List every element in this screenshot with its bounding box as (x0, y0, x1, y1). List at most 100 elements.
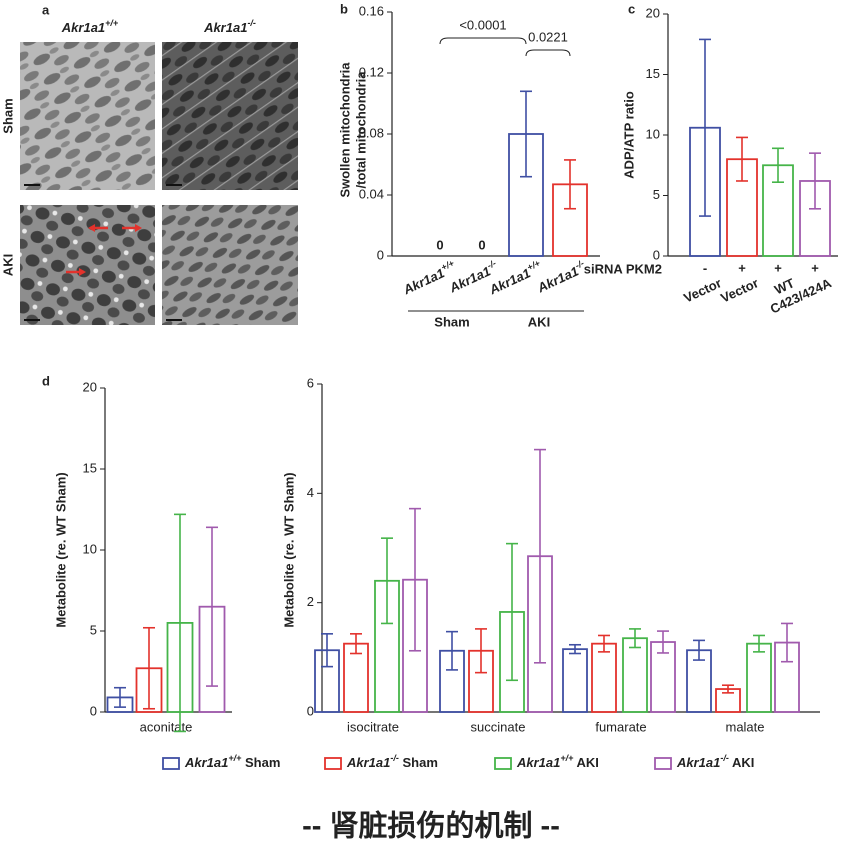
x-tick-label: malate (725, 719, 764, 734)
significance-label: 0.0221 (528, 29, 568, 44)
x-tick-label: Akr1a1+/+ (399, 258, 459, 298)
error-bar (722, 684, 734, 694)
y-axis-label: Metabolite (re. WT Sham) (281, 472, 296, 627)
bar (622, 637, 648, 713)
error-bar (206, 526, 218, 687)
bar (591, 642, 617, 713)
error-bar (174, 513, 186, 733)
panel-label: c (628, 1, 635, 16)
error-bar (506, 542, 518, 682)
panel-label: d (42, 373, 50, 388)
y-axis-label: /total mitochondria (353, 71, 368, 189)
footer: -- 肾脏损伤的机制 -- (302, 809, 560, 843)
x-tick-label: isocitrate (347, 719, 399, 734)
error-bar (569, 643, 581, 655)
panel-label: b (340, 1, 348, 16)
group-label: Sham (434, 314, 469, 329)
em-image (162, 205, 298, 325)
significance-bracket (439, 37, 527, 45)
y-tick-label: 0.16 (359, 3, 384, 18)
legend-swatch (654, 757, 672, 770)
row-label: siRNA PKM2 (584, 261, 662, 276)
legend-swatch (324, 757, 342, 770)
row-value: + (738, 260, 746, 275)
group-label: AKI (528, 314, 550, 329)
legend-swatch (494, 757, 512, 770)
y-tick-label: 0.08 (359, 125, 384, 140)
y-tick-label: 2 (307, 594, 314, 609)
y-tick-label: 20 (83, 379, 97, 394)
em-image (162, 42, 298, 190)
error-bar (736, 136, 748, 182)
error-bar (657, 630, 669, 654)
y-tick-label: 20 (646, 5, 660, 20)
error-bar (534, 448, 546, 664)
data-label: 0 (436, 237, 443, 252)
x-tick-label: succinate (471, 719, 526, 734)
panel-label: a (42, 2, 50, 17)
y-tick-label: 4 (307, 485, 314, 500)
column-label: Akr1a1+/+ (61, 18, 119, 35)
scale-bars (24, 184, 182, 321)
error-bar (381, 537, 393, 625)
y-tick-label: 10 (83, 541, 97, 556)
row-label: AKI (0, 254, 15, 276)
em-image (20, 42, 155, 190)
y-tick-label: 5 (653, 187, 660, 202)
error-bar (143, 626, 155, 710)
column-label: Akr1a1-/- (203, 18, 256, 35)
bar (562, 648, 588, 713)
y-tick-label: 10 (646, 126, 660, 141)
y-tick-label: 6 (307, 375, 314, 390)
x-tick-label: Vector (718, 275, 760, 305)
error-bar (321, 633, 333, 668)
significance-label: <0.0001 (459, 17, 506, 32)
y-tick-label: 0 (377, 247, 384, 262)
x-tick-label: Vector (681, 275, 723, 305)
error-bar (772, 147, 784, 183)
error-bar (409, 507, 421, 652)
bar (746, 642, 772, 713)
significance-bracket (525, 49, 571, 57)
error-bar (809, 152, 821, 210)
arrows (66, 224, 142, 276)
error-bar (350, 633, 362, 655)
y-tick-label: 15 (646, 66, 660, 81)
y-axis-label: Metabolite (re. WT Sham) (53, 472, 68, 627)
legend-swatch (162, 757, 180, 770)
row-value: + (811, 260, 819, 275)
x-tick-label: Akr1a1-/- (534, 258, 589, 296)
y-tick-label: 5 (90, 622, 97, 637)
error-bar (693, 639, 705, 661)
y-axis-label: ADP/ATP ratio (621, 91, 636, 179)
em-image (20, 205, 155, 325)
error-bar (114, 686, 126, 708)
row-value: - (703, 260, 707, 275)
y-axis-label: Swollen mitochondria (337, 62, 352, 198)
error-bar (446, 630, 458, 671)
row-label: Sham (0, 98, 15, 133)
y-tick-label: 0.04 (359, 186, 384, 201)
y-tick-label: 0 (90, 703, 97, 718)
error-bar (598, 634, 610, 653)
error-bar (699, 38, 711, 217)
error-bar (781, 622, 793, 663)
x-tick-label: fumarate (595, 719, 646, 734)
legend-label: Akr1a1+/+ AKI (516, 753, 599, 770)
error-bar (753, 634, 765, 653)
y-tick-label: 15 (83, 460, 97, 475)
error-bar (564, 159, 576, 210)
legend-label: Akr1a1+/+ Sham (184, 753, 280, 770)
y-tick-label: 0 (653, 247, 660, 262)
legend-label: Akr1a1-/- Sham (346, 753, 438, 770)
row-value: + (774, 260, 782, 275)
legend-label: Akr1a1-/- AKI (676, 753, 754, 770)
data-label: 0 (478, 237, 485, 252)
y-tick-label: 0.12 (359, 64, 384, 79)
y-tick-label: 0 (307, 703, 314, 718)
error-bar (520, 90, 532, 178)
error-bar (629, 628, 641, 649)
error-bar (475, 628, 487, 674)
